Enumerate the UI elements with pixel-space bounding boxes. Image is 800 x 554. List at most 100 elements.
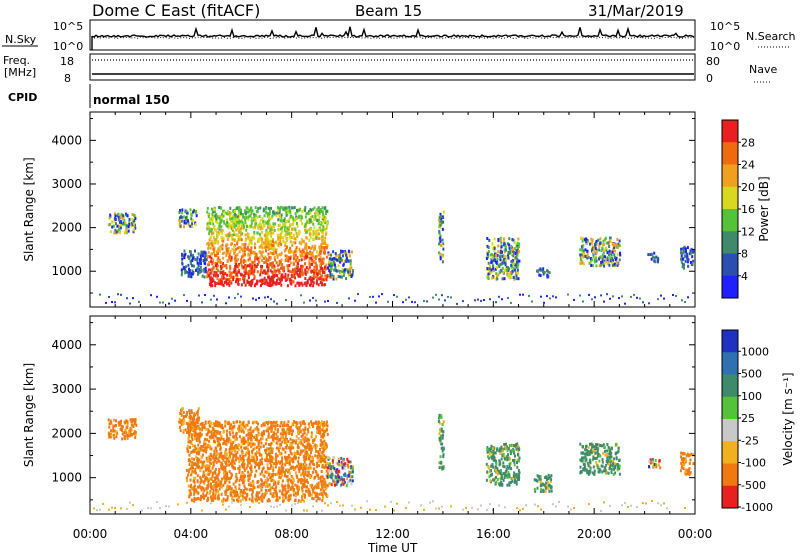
- echo-region: [180, 249, 208, 279]
- echo-cell: [441, 436, 444, 440]
- echo-cell: [266, 466, 269, 470]
- echo-cell: [297, 232, 300, 236]
- echo-cell: [259, 270, 262, 274]
- echo-cell: [302, 482, 304, 486]
- echo-cell: [224, 498, 227, 502]
- echo-cell: [309, 483, 312, 487]
- echo-cell: [263, 224, 266, 228]
- echo-cell: [208, 472, 211, 476]
- echo-cell: [251, 430, 254, 434]
- echo-cell: [288, 205, 291, 209]
- echo-cell: [592, 247, 595, 251]
- echo-cell: [217, 456, 220, 460]
- echo-cell: [344, 474, 347, 477]
- echo-cell: [440, 217, 443, 221]
- echo-cell: [258, 215, 261, 218]
- echo-cell: [276, 496, 279, 500]
- echo-cell: [189, 259, 192, 263]
- echo-cell: [222, 214, 225, 218]
- echo-cell: [321, 428, 324, 432]
- echo-cell: [289, 240, 292, 244]
- echo-cell: [271, 276, 274, 280]
- echo-cell: [265, 221, 268, 225]
- echo-cell: [324, 267, 327, 271]
- echo-cell: [226, 437, 229, 441]
- echo-cell: [229, 217, 232, 221]
- echo-cell: [262, 444, 265, 448]
- echo-cell: [220, 485, 223, 489]
- echo-cell: [242, 223, 245, 227]
- echo-cell: [508, 243, 511, 247]
- echo-cell: [439, 214, 442, 218]
- echo-cell: [188, 416, 191, 419]
- echo-cell: [280, 471, 283, 475]
- echo-cell: [255, 493, 258, 497]
- echo-cell: [325, 209, 328, 213]
- echo-cell: [243, 249, 246, 253]
- echo-cell: [440, 461, 443, 465]
- echo-cell: [282, 499, 284, 503]
- echo-cell: [226, 439, 229, 443]
- echo-cell: [189, 430, 192, 434]
- echo-cell: [284, 222, 287, 226]
- echo-cell: [245, 487, 248, 491]
- echo-cell: [310, 251, 313, 255]
- echo-cell: [267, 269, 269, 273]
- echo-cell: [216, 221, 219, 225]
- echo-cell: [345, 277, 348, 281]
- echo-cell: [248, 497, 251, 501]
- echo-cell: [327, 300, 329, 302]
- echo-cell: [439, 240, 442, 244]
- echo-region: [485, 236, 521, 281]
- echo-cell: [275, 432, 278, 436]
- echo-cell: [125, 228, 128, 232]
- echo-cell: [492, 269, 495, 273]
- echo-cell: [214, 261, 217, 265]
- echo-cell: [199, 422, 202, 426]
- echo-cell: [280, 452, 283, 456]
- echo-cell: [200, 445, 203, 448]
- echo-cell: [310, 485, 313, 489]
- echo-cell: [247, 441, 250, 445]
- echo-cell: [218, 249, 221, 253]
- echo-cell: [321, 486, 324, 490]
- echo-cell: [205, 456, 208, 460]
- echo-cell: [282, 493, 285, 497]
- echo-cell: [290, 443, 293, 447]
- echo-cell: [650, 257, 653, 261]
- echo-cell: [486, 267, 489, 271]
- echo-cell: [603, 259, 606, 263]
- echo-cell: [245, 214, 247, 218]
- echo-cell: [319, 448, 321, 451]
- echo-cell: [317, 473, 320, 477]
- echo-cell: [277, 428, 279, 432]
- echo-cell: [112, 424, 115, 428]
- echo-cell: [222, 437, 225, 441]
- echo-cell: [233, 250, 236, 254]
- echo-cell: [212, 226, 215, 230]
- echo-cell: [193, 209, 195, 213]
- echo-cell: [272, 492, 275, 496]
- echo-cell: [236, 446, 239, 450]
- echo-cell: [316, 455, 319, 458]
- echo-cell: [208, 424, 211, 428]
- echo-cell: [295, 421, 298, 425]
- echo-cell: [251, 493, 254, 496]
- echo-cell: [195, 489, 198, 493]
- echo-cell: [214, 496, 217, 500]
- echo-cell: [225, 478, 228, 482]
- echo-cell: [257, 227, 260, 231]
- echo-cell: [444, 299, 446, 302]
- echo-cell: [264, 238, 267, 242]
- echo-cell: [212, 498, 215, 502]
- echo-cell: [606, 258, 609, 261]
- echo-cell: [325, 445, 328, 449]
- echo-cell: [319, 256, 322, 260]
- echo-cell: [245, 446, 248, 450]
- echo-cell: [239, 454, 242, 458]
- echo-cell: [226, 237, 229, 241]
- echo-cell: [583, 252, 586, 256]
- echo-cell: [227, 487, 230, 491]
- echo-cell: [265, 260, 268, 263]
- echo-cell: [184, 210, 187, 214]
